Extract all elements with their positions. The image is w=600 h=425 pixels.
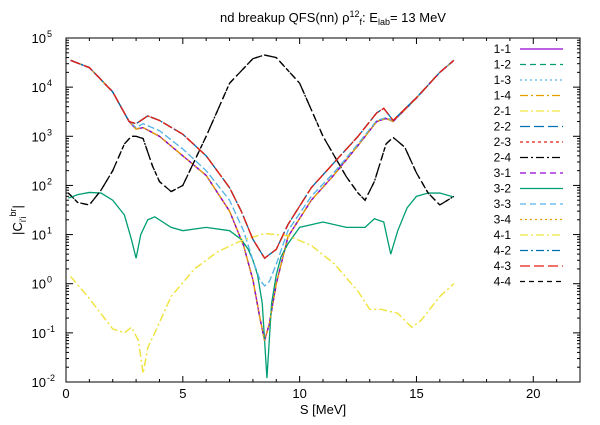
y-tick-label-exponent: 0 bbox=[47, 275, 52, 285]
y-tick-label-exponent: -1 bbox=[47, 324, 55, 334]
legend-label-2-4: 2-4 bbox=[494, 151, 512, 165]
x-tick-label: 15 bbox=[409, 386, 423, 401]
y-tick-label: 10 bbox=[32, 31, 46, 46]
legend-label-1-1: 1-1 bbox=[494, 42, 512, 56]
y-axis-label: |Ci'ibr| bbox=[8, 205, 28, 235]
y-tick-label-exponent: 3 bbox=[47, 127, 52, 137]
x-tick-label: 0 bbox=[62, 386, 69, 401]
legend-label-2-3: 2-3 bbox=[494, 135, 512, 149]
y-tick-label: 10 bbox=[32, 228, 46, 243]
series-line-4-1 bbox=[70, 232, 455, 374]
x-tick-label: 5 bbox=[179, 386, 186, 401]
series-line-3-1 bbox=[70, 59, 455, 341]
x-tick-label: 20 bbox=[526, 386, 540, 401]
series-line-3-2 bbox=[68, 191, 455, 379]
series-line-1-3 bbox=[70, 59, 455, 287]
y-tick-label: 10 bbox=[32, 375, 46, 390]
svg-text:|Ci'ibr|: |Ci'ibr| bbox=[8, 205, 28, 235]
series-line-4-4 bbox=[67, 54, 455, 206]
y-tick-label-exponent: -2 bbox=[47, 373, 55, 383]
y-tick-label: 10 bbox=[32, 277, 46, 292]
legend-label-3-1: 3-1 bbox=[494, 166, 512, 180]
x-tick-label: 10 bbox=[292, 386, 306, 401]
legend-label-4-2: 4-2 bbox=[494, 244, 512, 258]
legend-label-3-2: 3-2 bbox=[494, 182, 512, 196]
legend-label-2-1: 2-1 bbox=[494, 104, 512, 118]
y-tick-label: 10 bbox=[32, 178, 46, 193]
series-line-1-2 bbox=[70, 59, 455, 341]
legend-label-1-4: 1-4 bbox=[494, 89, 512, 103]
y-tick-label: 10 bbox=[32, 80, 46, 95]
y-tick-label: 10 bbox=[32, 326, 46, 341]
chart-title: nd breakup QFS(nn) ρ12f: Elab= 13 MeV bbox=[220, 9, 446, 27]
series-line-3-3 bbox=[70, 59, 455, 287]
x-axis-label: S [MeV] bbox=[300, 402, 346, 417]
legend: 1-1 1-21-3 1-42-1 2-22-3 2-43-1 3-23-3 3-44-1 4… bbox=[494, 42, 563, 289]
y-tick-label-exponent: 5 bbox=[47, 29, 52, 39]
series-line-3-4 bbox=[70, 59, 455, 341]
legend-label-1-3: 1-3 bbox=[494, 73, 512, 87]
series-line-1-4 bbox=[70, 59, 455, 341]
legend-label-1-2: 1-2 bbox=[494, 58, 512, 72]
y-tick-label: 10 bbox=[32, 129, 46, 144]
legend-label-4-4: 4-4 bbox=[494, 275, 512, 289]
series-line-2-4 bbox=[67, 54, 455, 206]
legend-label-3-4: 3-4 bbox=[494, 213, 512, 227]
y-tick-label-exponent: 2 bbox=[47, 176, 52, 186]
legend-label-4-1: 4-1 bbox=[494, 228, 512, 242]
y-tick-label-exponent: 4 bbox=[47, 78, 52, 88]
legend-label-4-3: 4-3 bbox=[494, 259, 512, 273]
y-tick-label-exponent: 1 bbox=[47, 226, 52, 236]
legend-label-2-2: 2-2 bbox=[494, 120, 512, 134]
series-line-4-3 bbox=[70, 59, 455, 260]
legend-label-3-3: 3-3 bbox=[494, 197, 512, 211]
series-line-1-1 bbox=[70, 59, 455, 341]
